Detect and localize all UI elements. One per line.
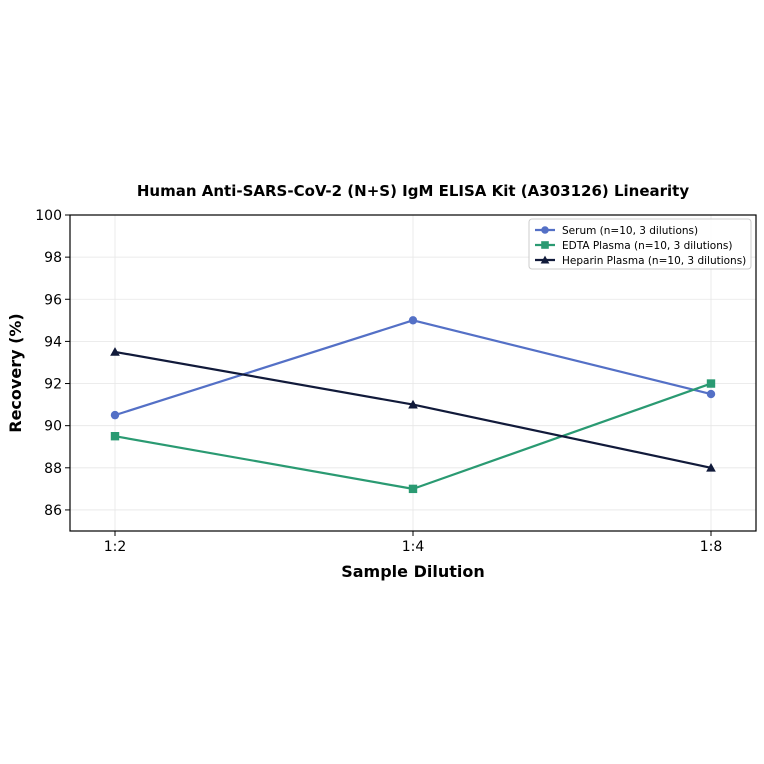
- legend-label: EDTA Plasma (n=10, 3 dilutions): [562, 240, 732, 252]
- y-axis: 86 88 90 92 94 96 98 100: [35, 208, 70, 519]
- y-tick-label: 94: [44, 334, 62, 350]
- data-point: [706, 389, 716, 399]
- legend-marker: [541, 241, 549, 249]
- y-tick-label: 92: [44, 377, 62, 393]
- legend-item: Serum (n=10, 3 dilutions): [535, 225, 698, 237]
- legend-box: [528, 218, 752, 270]
- y-tick-label: 90: [44, 419, 62, 435]
- y-axis-label: Recovery (%): [6, 313, 25, 432]
- x-tick-label: 1:8: [700, 539, 723, 555]
- data-point: [408, 316, 418, 325]
- legend-item: Heparin Plasma (n=10, 3 dilutions): [535, 255, 746, 267]
- data-point: [110, 432, 120, 441]
- series-1: [110, 379, 716, 494]
- data-point: [408, 484, 418, 494]
- x-axis: 1:2 1:4 1:8: [104, 531, 723, 555]
- legend-item: EDTA Plasma (n=10, 3 dilutions): [535, 240, 732, 252]
- x-axis-label: Sample Dilution: [341, 562, 485, 581]
- x-tick-label: 1:2: [104, 539, 127, 555]
- y-tick-label: 100: [35, 208, 62, 224]
- data-point: [110, 410, 120, 420]
- data-point: [110, 347, 120, 356]
- legend: Serum (n=10, 3 dilutions) EDTA Plasma (n=…: [528, 218, 752, 270]
- y-tick-label: 88: [44, 461, 62, 477]
- y-tick-label: 86: [44, 503, 62, 519]
- data-point: [408, 399, 418, 409]
- series-0: [110, 316, 716, 420]
- x-tick-label: 1:4: [402, 539, 425, 555]
- chart-title: Human Anti-SARS-CoV-2 (N+S) IgM ELISA Ki…: [137, 182, 689, 200]
- series-2: [110, 347, 716, 472]
- legend-marker: [541, 226, 549, 234]
- y-tick-label: 98: [44, 250, 62, 266]
- data-point: [706, 462, 716, 472]
- legend-label: Serum (n=10, 3 dilutions): [562, 225, 698, 237]
- series-layer: [110, 316, 716, 494]
- data-point: [706, 379, 716, 388]
- legend-label: Heparin Plasma (n=10, 3 dilutions): [562, 255, 746, 267]
- y-tick-label: 96: [44, 292, 62, 308]
- legend-marker: [540, 255, 550, 264]
